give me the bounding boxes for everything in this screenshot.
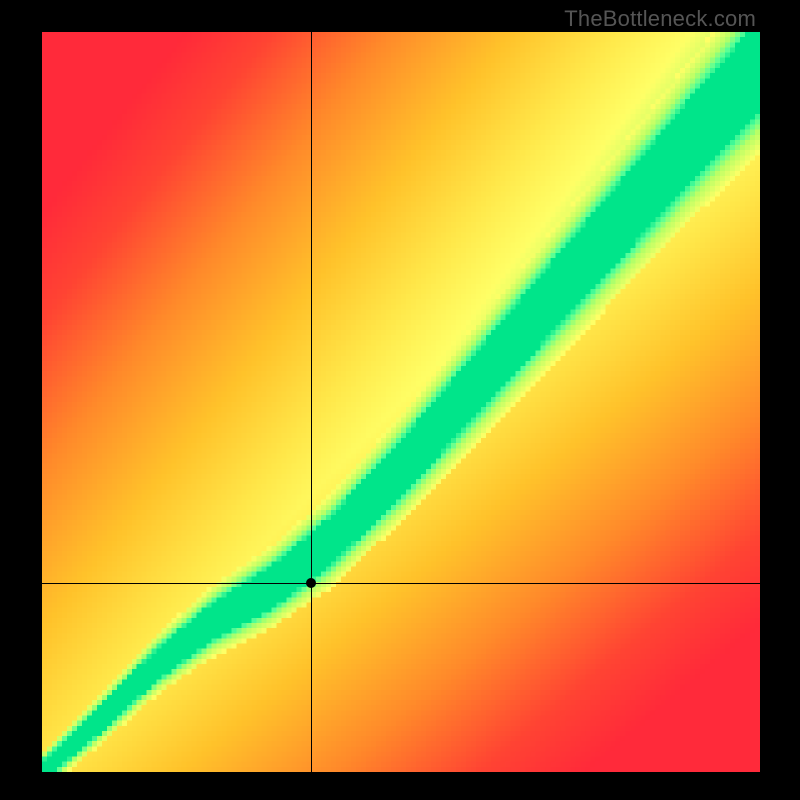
heatmap-canvas bbox=[42, 32, 760, 772]
crosshair-vertical bbox=[311, 32, 312, 772]
watermark: TheBottleneck.com bbox=[564, 6, 756, 32]
crosshair-marker bbox=[306, 578, 316, 588]
crosshair-horizontal bbox=[42, 583, 760, 584]
heatmap-plot bbox=[42, 32, 760, 772]
